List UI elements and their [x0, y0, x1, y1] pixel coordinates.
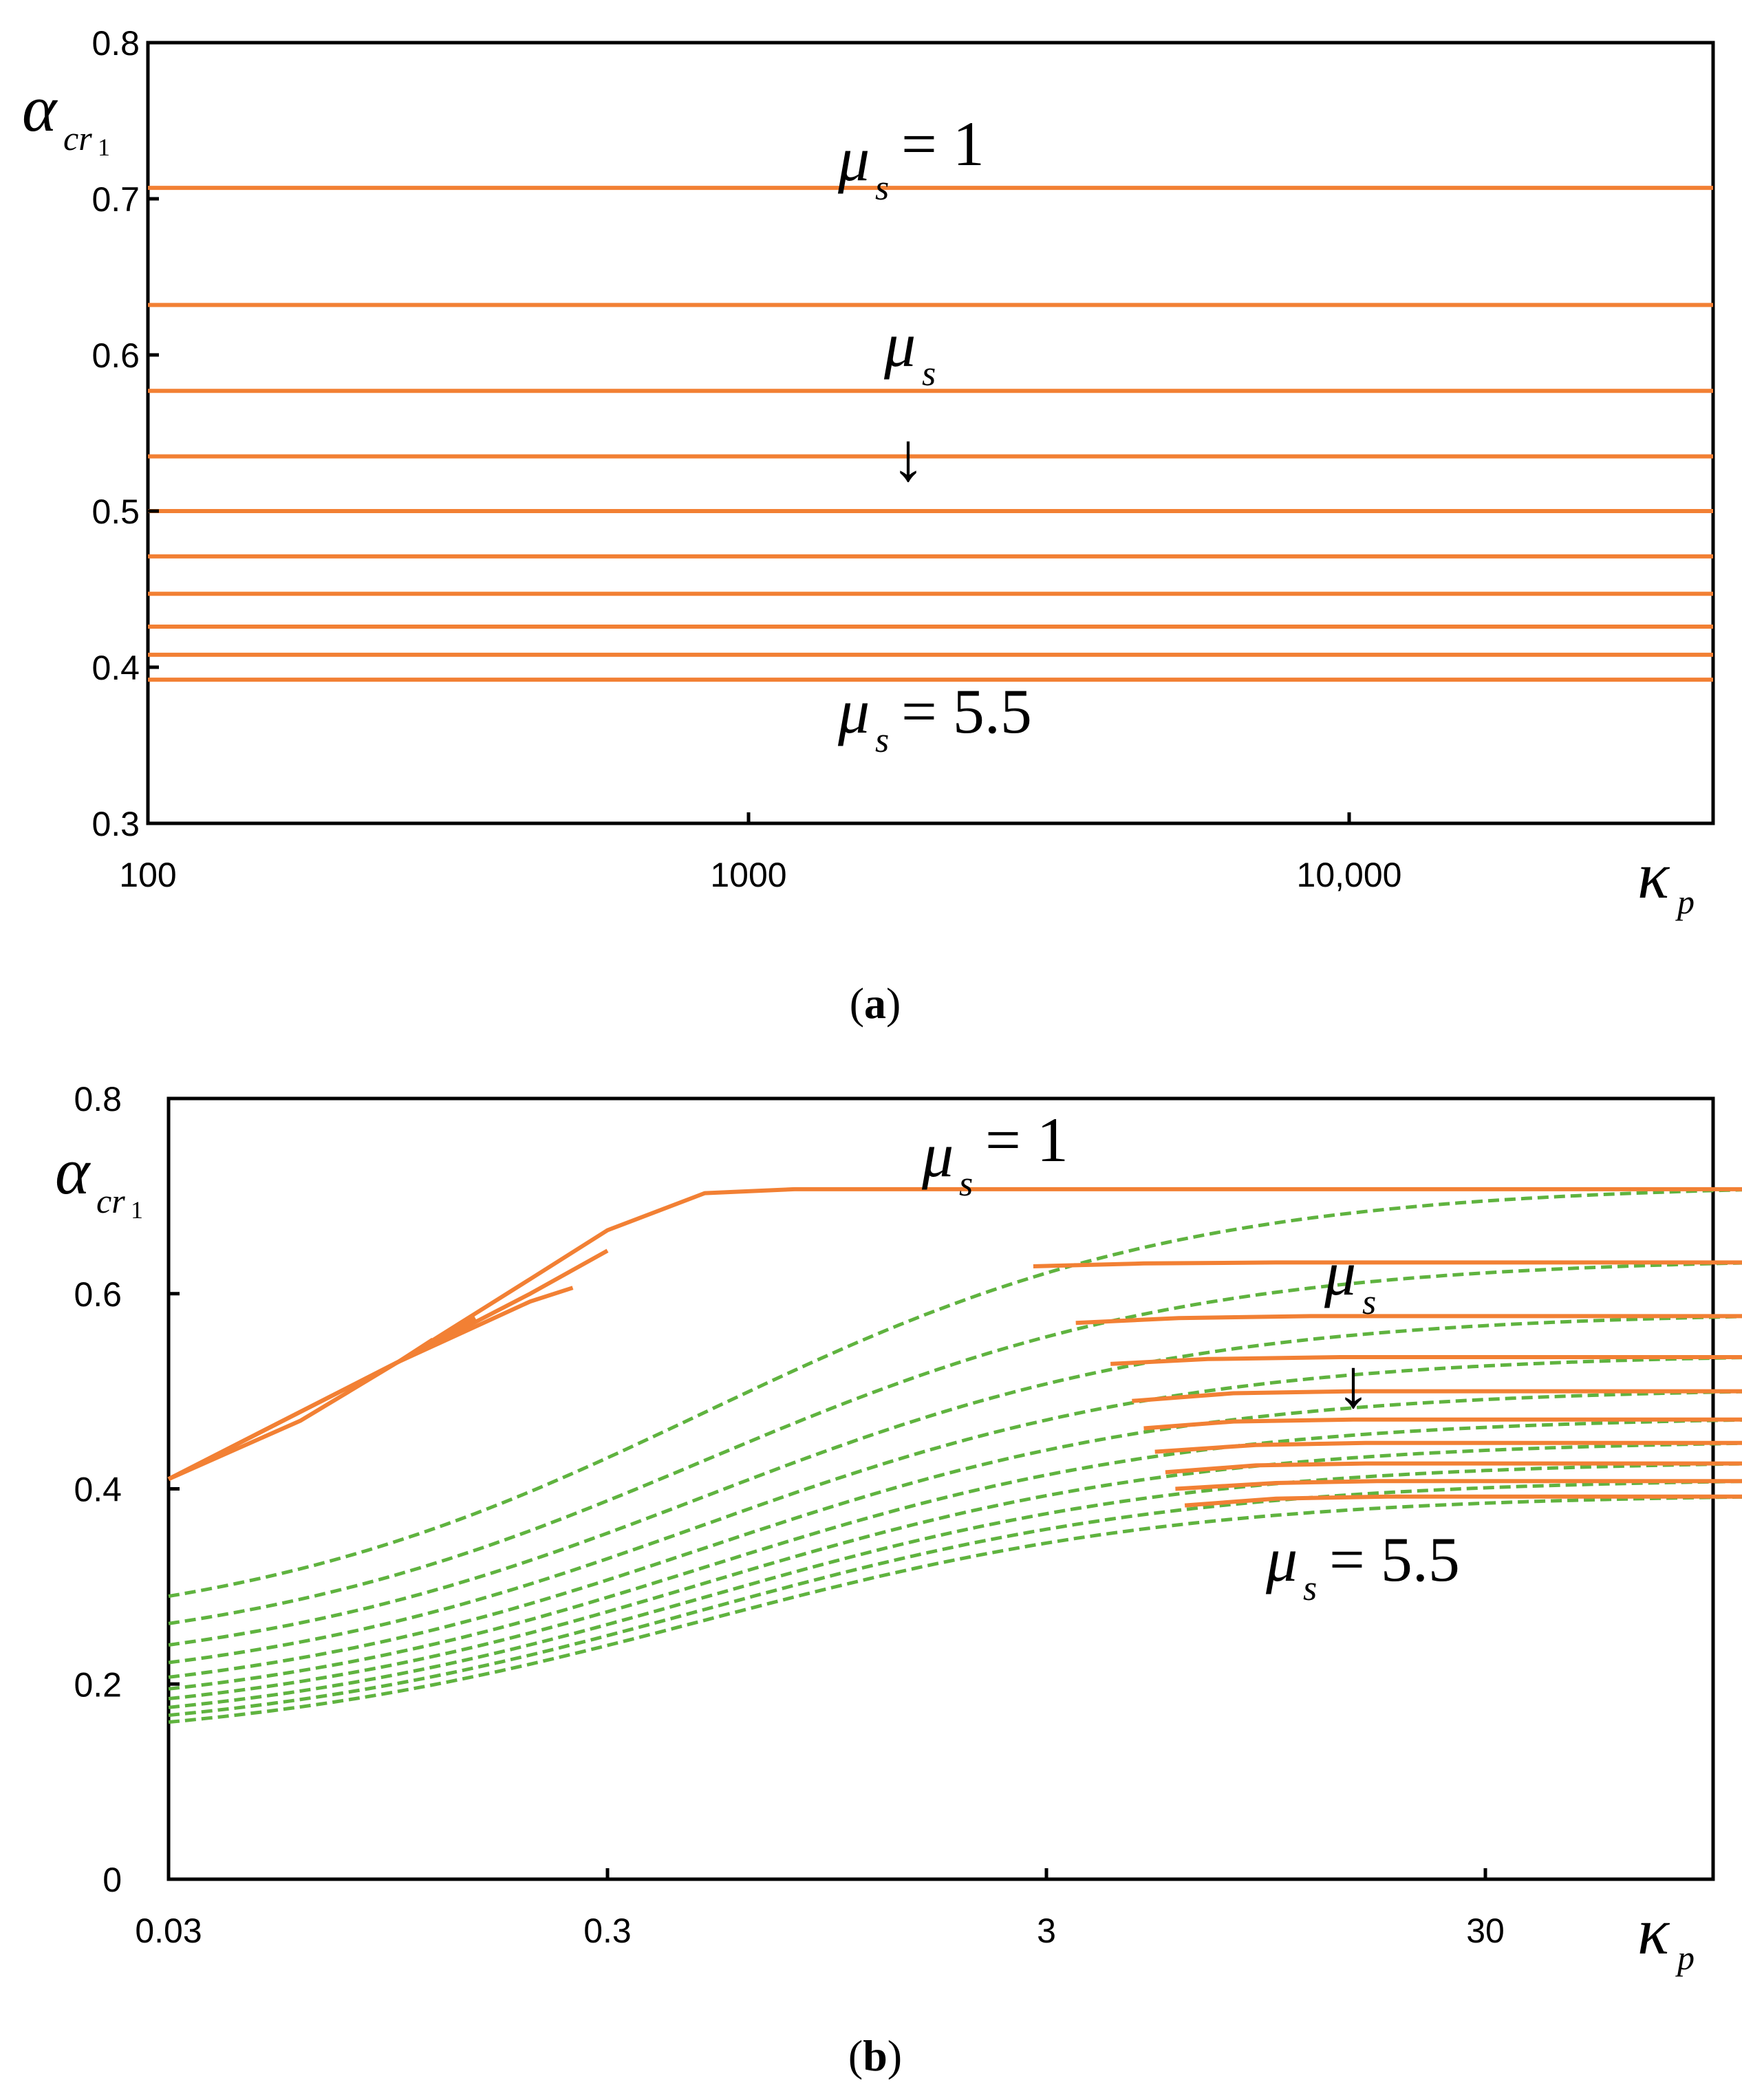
plot-frame-a — [146, 41, 1715, 825]
xlabel-sub-b: p — [1675, 1938, 1695, 1977]
ylabel-subsub-b: 1 — [131, 1196, 143, 1224]
y-tick-label-a: 0.7 — [92, 180, 140, 219]
x-tick-label-b: 0.03 — [135, 1912, 202, 1950]
annot-bottom-symbol-a: μ — [837, 676, 870, 746]
x-tick-label-a: 10,000 — [1297, 856, 1402, 894]
solid-series-b — [1184, 1494, 1742, 1508]
solid-series-b — [1075, 1314, 1742, 1325]
solid-series-b — [1033, 1260, 1742, 1268]
annot-bottom-symbol-b: μ — [1265, 1524, 1298, 1594]
annot-top-sub-a: s — [875, 169, 889, 208]
annot-mid-sub-a: s — [922, 354, 936, 393]
y-tick-label-b: 0.4 — [74, 1471, 122, 1509]
caption-b: (b) — [848, 2031, 902, 2080]
y-tick-label-b: 0.8 — [74, 1080, 122, 1118]
solid-series-b — [1143, 1417, 1742, 1431]
x-tick-label-b: 0.3 — [583, 1912, 632, 1950]
dashed-series-b — [168, 1356, 1742, 1665]
caption-letter-a: a — [864, 979, 886, 1028]
x-tick-label-b: 30 — [1466, 1912, 1505, 1950]
xlabel-sub-a: p — [1675, 883, 1695, 921]
y-tick-label-a: 0.3 — [92, 805, 140, 843]
ylabel-b: α — [55, 1134, 91, 1208]
solid-series-b — [1165, 1461, 1742, 1475]
annot-top-symbol-b: μ — [921, 1120, 954, 1190]
annot-top-sub-b: s — [959, 1165, 973, 1204]
solid-series-b — [167, 1187, 1742, 1482]
dashed-series-b — [168, 1418, 1742, 1691]
solid-series-b — [1132, 1389, 1742, 1403]
ylabel-sub-b: cr — [96, 1182, 125, 1220]
y-tick-label-a: 0.8 — [92, 24, 140, 63]
y-tick-label-b: 0 — [103, 1861, 122, 1899]
dashed-series-b — [168, 1480, 1742, 1718]
annot-arrow-b: ↓ — [1336, 1345, 1370, 1422]
dashed-series-b — [168, 1389, 1742, 1679]
dashed-series-b — [168, 1188, 1742, 1599]
dashed-series-b — [168, 1495, 1742, 1724]
annot-bottom-sub-b: s — [1303, 1569, 1317, 1608]
dashed-series-b — [168, 1261, 1742, 1625]
x-tick-label-b: 3 — [1037, 1912, 1056, 1950]
caption-letter-b: b — [863, 2031, 888, 2080]
annot-top-text-a: = 1 — [901, 109, 985, 179]
annot-mid-symbol-b: μ — [1324, 1238, 1356, 1308]
solid-series-b — [1110, 1355, 1742, 1366]
ylabel-sub-a: cr — [63, 119, 92, 158]
y-tick-label-a: 0.6 — [92, 336, 140, 375]
x-tick-label-a: 1000 — [710, 856, 786, 894]
solid-series-b — [167, 1337, 434, 1481]
dashed-series-b — [168, 1441, 1742, 1700]
annot-bottom-sub-a: s — [875, 721, 889, 760]
xlabel-b: κ — [1637, 1894, 1670, 1968]
annot-bottom-text-a: = 5.5 — [901, 676, 1032, 746]
y-tick-label-a: 0.4 — [92, 649, 140, 687]
y-tick-label-b: 0.6 — [74, 1275, 122, 1314]
xlabel-a: κ — [1637, 838, 1670, 912]
ylabel-subsub-a: 1 — [98, 133, 110, 161]
solid-series-b — [1154, 1440, 1742, 1454]
dashed-series-b — [168, 1462, 1742, 1709]
x-tick-label-a: 100 — [119, 856, 176, 894]
panel-b: 0 0.2 0.4 0.6 0.8 0.03 0.3 3 30 α cr 1 κ p μ s =… — [55, 1080, 1742, 2080]
annot-top-symbol-a: μ — [837, 124, 870, 194]
annot-top-text-b: = 1 — [985, 1105, 1068, 1175]
caption-a: (a) — [850, 979, 901, 1028]
ylabel-a: α — [22, 72, 58, 145]
panel-a: 0.3 0.4 0.5 0.6 0.7 0.8 100 1000 10,000 α cr 1 κ… — [22, 24, 1715, 1028]
annot-mid-symbol-a: μ — [883, 310, 916, 380]
y-tick-label-a: 0.5 — [92, 492, 140, 531]
plot-frame-b — [166, 1096, 1715, 1881]
annot-arrow-a: ↓ — [891, 419, 925, 495]
dashed-series-b — [168, 1314, 1742, 1647]
annot-mid-sub-b: s — [1362, 1283, 1376, 1322]
solid-series-b — [1175, 1479, 1742, 1491]
annot-bottom-text-b: = 5.5 — [1329, 1524, 1460, 1594]
y-tick-label-b: 0.2 — [74, 1665, 122, 1704]
